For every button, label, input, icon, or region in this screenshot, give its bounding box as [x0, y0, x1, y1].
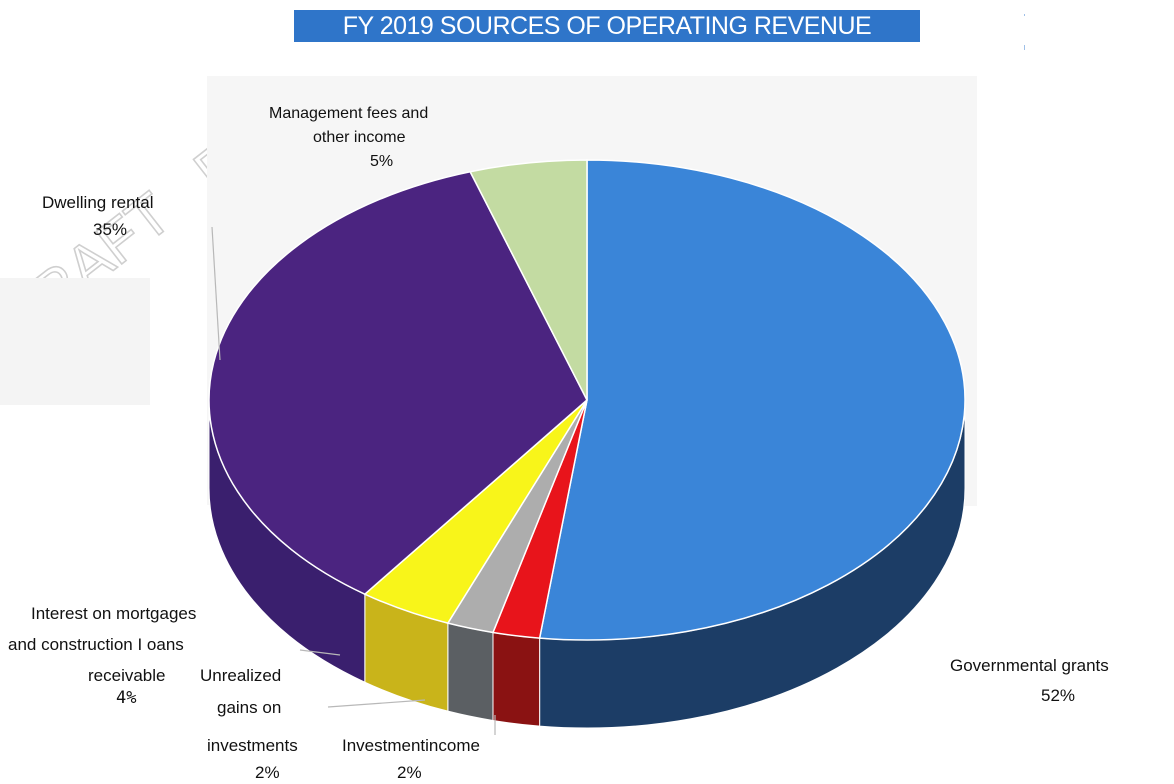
scan-backdrop [0, 278, 150, 405]
label-dwelling-name: Dwelling rental [42, 193, 154, 212]
label-management-pct: 5% [370, 153, 394, 170]
label-management-line1: Management fees and [269, 105, 429, 122]
label-management-line2: other income [313, 129, 406, 146]
slice-side-investmentincome [492, 631, 541, 727]
label-investment-pct: 2% [397, 763, 422, 782]
label-interest-line3: receivable [88, 666, 166, 685]
label-investment-income: Investmentincome [342, 736, 480, 755]
slice-governmental-grants [538, 159, 966, 641]
leader-lines [211, 226, 496, 735]
label-unrealized-line1: Unrealized [200, 666, 282, 685]
edge-tick [1024, 14, 1025, 16]
label-interest-line2: and construction I oans [8, 635, 184, 654]
label-unrealized-line2: gains on [217, 698, 282, 717]
label-dwelling-pct: 35% [93, 220, 128, 239]
slice-management-fees-and-other-income [469, 159, 588, 401]
label-governmental-pct: 52% [1041, 686, 1076, 705]
label-interest-line1: Interest on mortgages [31, 604, 197, 623]
slice-side-unrealized-gains-on-investments [447, 622, 494, 722]
edge-tick [1024, 45, 1025, 50]
chart-title: FY 2019 SOURCES OF OPERATING REVENUE [294, 10, 920, 42]
label-unrealized-pct: 2% [255, 763, 280, 782]
label-interest-pct: 4% [116, 688, 137, 708]
pie-sides [208, 399, 966, 729]
label-governmental-name: Governmental grants [950, 656, 1109, 675]
pie-tops [208, 159, 966, 641]
label-unrealized-line3: investments [207, 736, 298, 755]
slice-dwelling-rental [208, 170, 588, 596]
